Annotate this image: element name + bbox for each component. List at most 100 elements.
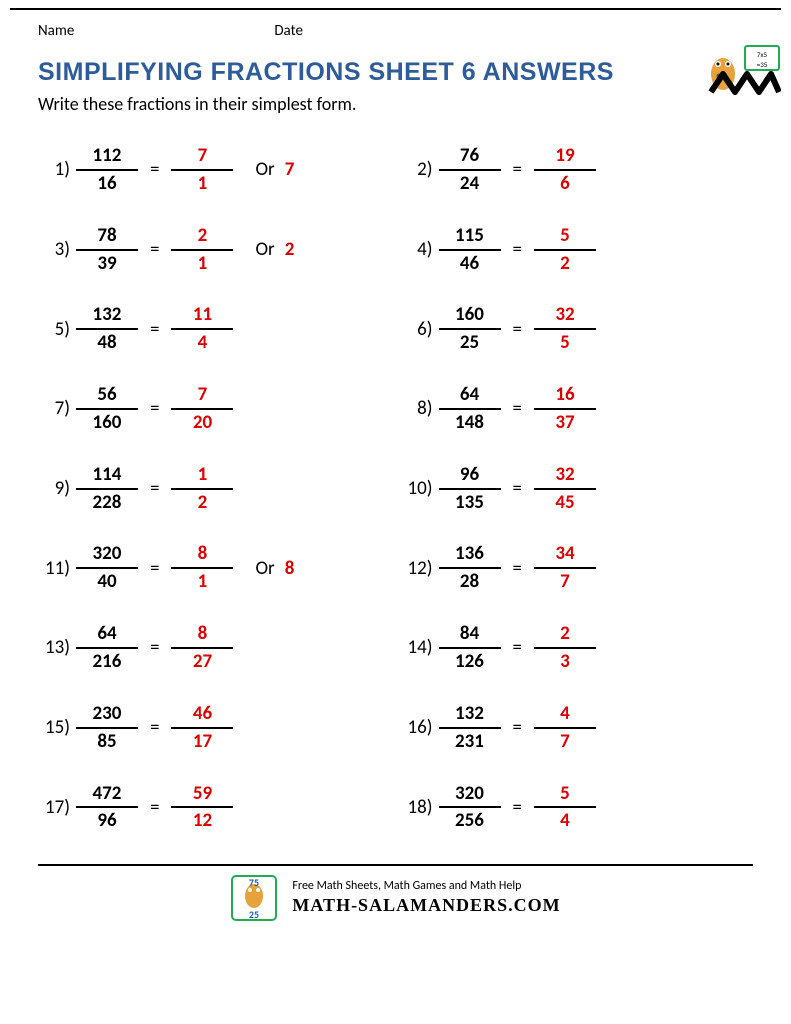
svg-text:=35: =35 <box>757 60 768 69</box>
answer-denominator: 20 <box>171 408 233 434</box>
answer-fraction: 8 27 <box>171 623 233 673</box>
answer-fraction: 34 7 <box>534 543 596 593</box>
equals-sign: = <box>138 158 171 181</box>
problem-row: 17) 472 96 = 59 12 <box>38 783 391 833</box>
answer-denominator: 2 <box>171 488 233 514</box>
given-fraction: 76 24 <box>439 145 501 195</box>
problem-row: 4) 115 46 = 5 2 <box>401 225 754 275</box>
numerator: 230 <box>93 703 122 727</box>
numerator: 84 <box>460 623 479 647</box>
name-label: Name <box>38 22 74 40</box>
equals-sign: = <box>501 238 534 261</box>
answer-numerator: 2 <box>198 225 208 249</box>
problem-row: 5) 132 48 = 11 4 <box>38 304 391 354</box>
given-fraction: 320 256 <box>439 783 501 833</box>
denominator: 126 <box>439 647 501 673</box>
footer-text: Free Math Sheets, Math Games and Math He… <box>292 879 560 918</box>
numerator: 472 <box>93 783 122 807</box>
svg-text:75: 75 <box>249 876 259 889</box>
answer-denominator: 37 <box>534 408 596 434</box>
header-row: Name Date <box>38 22 753 40</box>
given-fraction: 132 48 <box>76 304 138 354</box>
answer-denominator: 2 <box>534 249 596 275</box>
denominator: 39 <box>76 249 138 275</box>
denominator: 148 <box>439 408 501 434</box>
footer-site: MATH-SALAMANDERS.COM <box>292 894 560 917</box>
equals-sign: = <box>501 397 534 420</box>
svg-text:7x5: 7x5 <box>757 50 768 59</box>
problem-number: 1) <box>38 158 76 181</box>
numerator: 64 <box>97 623 116 647</box>
answer-numerator: 5 <box>560 783 570 807</box>
answer-fraction: 46 17 <box>171 703 233 753</box>
answer-numerator: 8 <box>198 543 208 567</box>
answer-fraction: 16 37 <box>534 384 596 434</box>
answer-numerator: 34 <box>555 543 574 567</box>
svg-text:25: 25 <box>249 908 259 921</box>
answer-numerator: 19 <box>555 145 574 169</box>
given-fraction: 320 40 <box>76 543 138 593</box>
given-fraction: 115 46 <box>439 225 501 275</box>
denominator: 85 <box>76 727 138 753</box>
problem-number: 18) <box>401 796 439 819</box>
answer-denominator: 12 <box>171 806 233 832</box>
numerator: 132 <box>93 304 122 328</box>
denominator: 160 <box>76 408 138 434</box>
denominator: 135 <box>439 488 501 514</box>
answer-denominator: 3 <box>534 647 596 673</box>
problem-row: 15) 230 85 = 46 17 <box>38 703 391 753</box>
denominator: 46 <box>439 249 501 275</box>
equals-sign: = <box>138 716 171 739</box>
answer-fraction: 19 6 <box>534 145 596 195</box>
answer-denominator: 1 <box>171 249 233 275</box>
answer-denominator: 17 <box>171 727 233 753</box>
denominator: 40 <box>76 567 138 593</box>
equals-sign: = <box>138 796 171 819</box>
worksheet-page: Name Date 7x5 =35 SIMPLIFYING FRACTIONS … <box>10 8 781 932</box>
equals-sign: = <box>501 477 534 500</box>
given-fraction: 132 231 <box>439 703 501 753</box>
problem-row: 14) 84 126 = 2 3 <box>401 623 754 673</box>
denominator: 48 <box>76 328 138 354</box>
given-fraction: 114 228 <box>76 464 138 514</box>
problem-number: 12) <box>401 557 439 580</box>
problem-number: 8) <box>401 397 439 420</box>
numerator: 320 <box>455 783 484 807</box>
given-fraction: 136 28 <box>439 543 501 593</box>
problem-row: 6) 160 25 = 32 5 <box>401 304 754 354</box>
problem-row: 9) 114 228 = 1 2 <box>38 464 391 514</box>
denominator: 216 <box>76 647 138 673</box>
answer-fraction: 1 2 <box>171 464 233 514</box>
problem-row: 12) 136 28 = 34 7 <box>401 543 754 593</box>
denominator: 28 <box>439 567 501 593</box>
problem-number: 5) <box>38 318 76 341</box>
answer-numerator: 4 <box>560 703 570 727</box>
problem-number: 11) <box>38 557 76 580</box>
given-fraction: 96 135 <box>439 464 501 514</box>
answer-denominator: 6 <box>534 169 596 195</box>
answer-numerator: 5 <box>560 225 570 249</box>
denominator: 96 <box>76 806 138 832</box>
equals-sign: = <box>501 158 534 181</box>
numerator: 115 <box>455 225 484 249</box>
answer-fraction: 32 5 <box>534 304 596 354</box>
problem-number: 10) <box>401 477 439 500</box>
numerator: 96 <box>460 464 479 488</box>
or-value: 8 <box>275 557 295 580</box>
denominator: 16 <box>76 169 138 195</box>
numerator: 64 <box>460 384 479 408</box>
problem-number: 14) <box>401 636 439 659</box>
or-value: 7 <box>275 158 295 181</box>
equals-sign: = <box>501 796 534 819</box>
given-fraction: 56 160 <box>76 384 138 434</box>
problem-row: 2) 76 24 = 19 6 <box>401 145 754 195</box>
given-fraction: 84 126 <box>439 623 501 673</box>
answer-denominator: 1 <box>171 169 233 195</box>
problem-row: 7) 56 160 = 7 20 <box>38 384 391 434</box>
numerator: 112 <box>93 145 122 169</box>
or-value: 2 <box>275 238 295 261</box>
equals-sign: = <box>138 238 171 261</box>
answer-fraction: 5 4 <box>534 783 596 833</box>
numerator: 136 <box>455 543 484 567</box>
denominator: 256 <box>439 806 501 832</box>
